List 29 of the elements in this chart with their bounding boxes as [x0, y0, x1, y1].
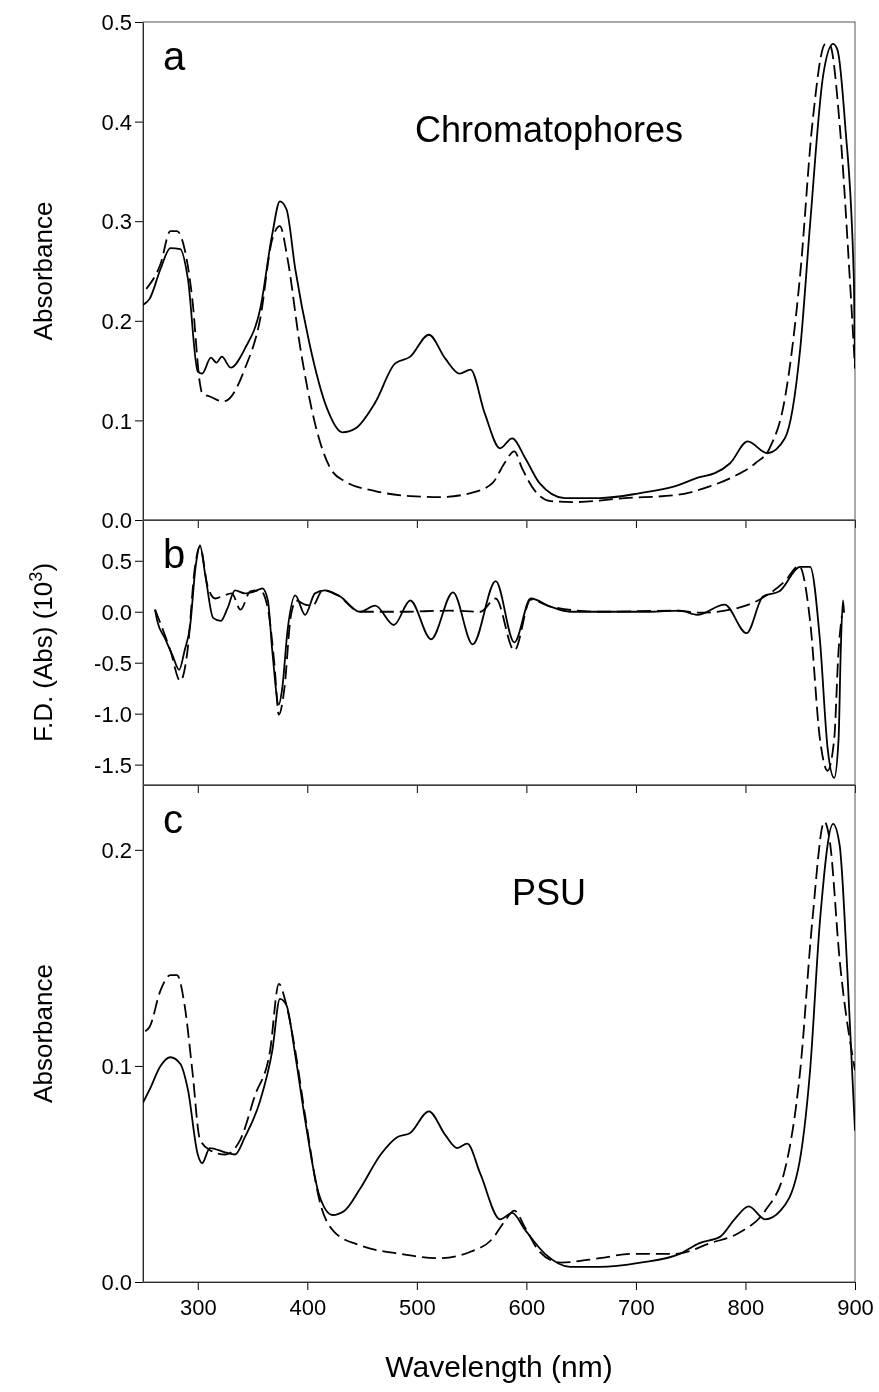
y-tick-label: 0.1 — [101, 408, 132, 434]
y-tick-label: 0.4 — [101, 109, 132, 135]
y-tick-label: 0.1 — [101, 1054, 132, 1080]
annotation: Chromatophores — [414, 109, 684, 150]
x-tick-label: 500 — [398, 1295, 436, 1320]
chart-title: c — [163, 797, 183, 841]
y-axis-title: Absorbance — [28, 964, 58, 1103]
y-tick-label: 0.5 — [101, 548, 132, 574]
x-tick-label: 300 — [179, 1295, 217, 1320]
x-tick-label: 800 — [727, 1295, 765, 1320]
x-axis-title: Wavelength (nm) — [385, 1350, 613, 1383]
y-tick-label: 0.2 — [101, 838, 132, 864]
y-tick-label: 0.0 — [101, 599, 132, 625]
y-tick-label: 0.0 — [101, 508, 132, 534]
chart-title: b — [163, 532, 186, 576]
y-tick-label: -1.5 — [94, 752, 132, 778]
y-tick-label: 0.5 — [101, 10, 132, 36]
y-tick-label: 0.0 — [101, 1270, 132, 1296]
chart-title: a — [163, 34, 186, 78]
x-tick-label: 700 — [618, 1295, 655, 1320]
x-tick-label: 400 — [289, 1295, 327, 1320]
y-tick-label: -0.5 — [94, 650, 132, 676]
y-tick-label: 0.2 — [101, 309, 132, 334]
annotation: PSU — [511, 872, 587, 913]
y-axis-title: Absorbance — [28, 201, 58, 341]
y-tick-label: -1.0 — [94, 701, 132, 727]
x-tick-label: 600 — [508, 1295, 546, 1320]
y-tick-label: 0.3 — [101, 209, 132, 235]
x-tick-label: 900 — [837, 1295, 874, 1320]
